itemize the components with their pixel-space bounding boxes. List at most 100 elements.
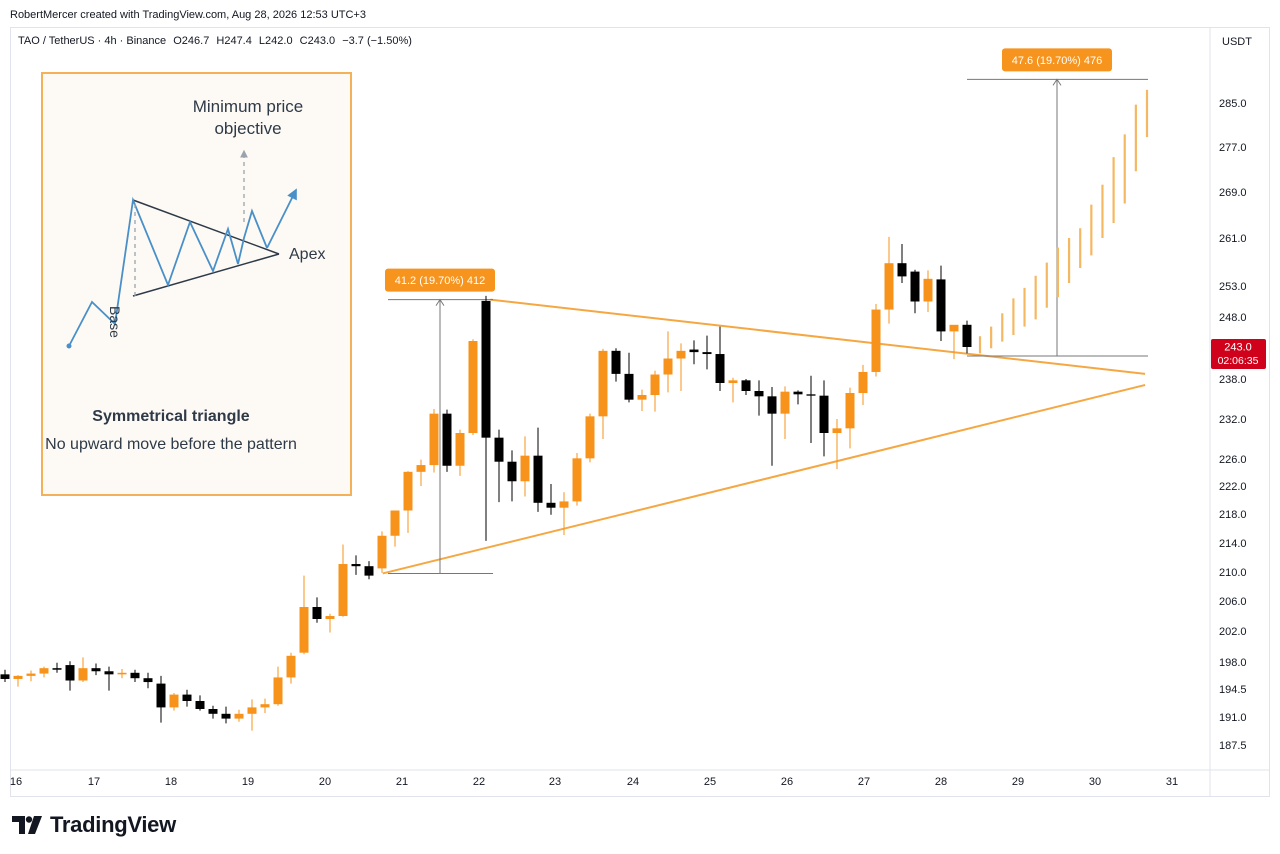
chart-attribution: RobertMercer created with TradingView.co… [10, 9, 366, 21]
legend-open: 246.7 [181, 35, 210, 47]
inset-subtitle: No upward move before the pattern [45, 436, 297, 453]
candle [208, 705, 218, 719]
candle-body [884, 263, 894, 310]
candle-body [728, 380, 738, 383]
candle-body [338, 564, 348, 616]
candle-body [377, 535, 387, 569]
x-tick-label: 27 [858, 776, 870, 788]
candle [26, 670, 36, 682]
candle [494, 429, 504, 503]
x-tick-label: 19 [242, 776, 254, 788]
objective-label: Minimum price objective [192, 97, 304, 138]
candle-body [897, 263, 907, 277]
candle [182, 689, 192, 707]
candle [130, 669, 140, 683]
candle-body [455, 433, 465, 466]
candle [533, 427, 543, 512]
candle-body [780, 391, 790, 414]
legend-change: −3.7 (−1.50%) [342, 35, 412, 47]
candle-body [312, 607, 322, 619]
candle [234, 709, 244, 722]
y-tick-label: 277.0 [1219, 142, 1247, 154]
candle [962, 320, 972, 354]
candle-body [611, 350, 621, 374]
candle [507, 450, 517, 502]
triangle-upper-trendline [490, 298, 1146, 375]
legend-high-label: H [216, 35, 225, 47]
second-measure-tool [967, 78, 1148, 357]
pattern-inset: Minimum price objective Apex Base Symmet… [41, 72, 352, 496]
price-path [68, 196, 268, 347]
candle [364, 561, 374, 580]
candle [585, 413, 595, 463]
candle [299, 575, 309, 655]
candle-body [78, 668, 88, 681]
candle-body [429, 413, 439, 466]
candle-body [260, 704, 270, 708]
tradingview-logo-icon [12, 816, 42, 834]
candle-body [182, 694, 192, 701]
candle [910, 269, 920, 314]
candle-body [325, 616, 335, 619]
candle [637, 389, 647, 411]
candle [416, 459, 426, 486]
candle [949, 324, 959, 360]
candle [832, 419, 842, 470]
candle-body [299, 607, 309, 653]
candle [403, 471, 413, 533]
candle-body [585, 416, 595, 459]
candle [845, 387, 855, 449]
candle-body [13, 675, 23, 679]
axis-currency-unit[interactable]: USDT [1222, 36, 1252, 48]
symbol-legend[interactable]: TAO / TetherUS · 4h · Binance O246.7 H24… [18, 35, 412, 47]
candle-body [273, 677, 283, 705]
candle [247, 699, 257, 731]
candle-body [117, 672, 127, 675]
tradingview-logo-text: TradingView [50, 812, 176, 837]
triangle-lower-trendline [382, 384, 1146, 575]
y-tick-label: 253.0 [1219, 281, 1247, 293]
x-tick-label: 23 [549, 776, 561, 788]
y-tick-label: 238.0 [1219, 374, 1247, 386]
y-tick-label: 198.0 [1219, 657, 1247, 669]
candle-body [364, 566, 374, 576]
candle [468, 339, 478, 435]
measure-arrowhead [435, 298, 445, 306]
candle-body [52, 668, 62, 670]
y-tick-label: 214.0 [1219, 538, 1247, 550]
candle-body [845, 393, 855, 429]
tradingview-logo[interactable]: TradingView [12, 812, 176, 838]
candle-body [858, 371, 868, 393]
chart-frame[interactable] [10, 27, 1270, 797]
y-tick-label: 210.0 [1219, 567, 1247, 579]
x-tick-label: 25 [704, 776, 716, 788]
triangle-diagram [66, 149, 297, 349]
x-tick-label: 24 [627, 776, 639, 788]
y-tick-label: 194.5 [1219, 684, 1247, 696]
y-tick-label: 218.0 [1219, 509, 1247, 521]
y-tick-label: 187.5 [1219, 740, 1247, 752]
candle-body [26, 673, 36, 676]
apex-label: Apex [289, 246, 326, 263]
candle-body [819, 395, 829, 433]
candle [936, 265, 946, 341]
candle [260, 698, 270, 713]
candle [273, 666, 283, 706]
candle [195, 695, 205, 711]
candle [806, 375, 816, 443]
candle [325, 613, 335, 633]
candle-body [0, 674, 10, 679]
candle-body [481, 300, 491, 438]
candle [923, 270, 933, 313]
candle-body [559, 501, 569, 508]
candle [572, 453, 582, 506]
candle-body [156, 683, 166, 708]
candle-body [507, 461, 517, 482]
last-price-tag [1211, 339, 1266, 369]
measure-label-box [385, 268, 495, 292]
candle [39, 666, 49, 678]
candle-body [663, 358, 673, 375]
candle [819, 380, 829, 457]
candle-body [793, 391, 803, 395]
